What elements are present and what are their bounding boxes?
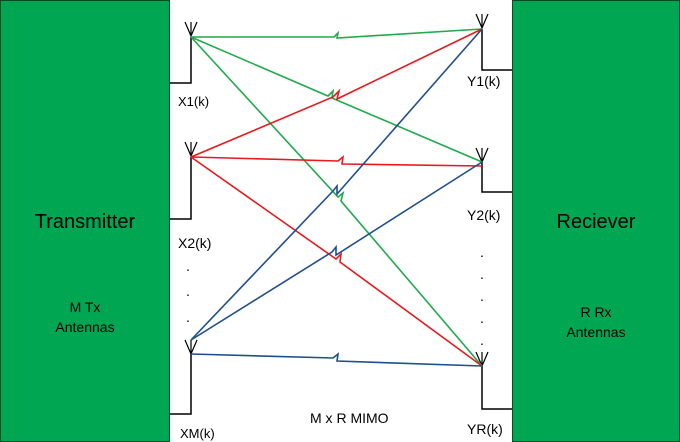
transmitter-block: Transmitter M Tx Antennas <box>0 0 170 442</box>
tx-ellipsis-dot: . <box>186 258 190 274</box>
link-xm-y1 <box>190 28 483 341</box>
tx-label-xm: XM(k) <box>180 426 215 441</box>
receiver-line2: Antennas <box>566 324 626 340</box>
transmitter-antenna-count: M Tx Antennas <box>1 297 169 337</box>
rx-label-y1: Y1(k) <box>467 73 501 89</box>
links-from-x1 <box>190 28 483 367</box>
transmitter-line1: M Tx <box>69 299 101 315</box>
transmitter-title: Transmitter <box>34 211 136 233</box>
tx-antenna-2-feed <box>170 157 192 220</box>
rx-antenna-1-feed <box>481 29 512 71</box>
receiver-block: Reciever R Rx Antennas <box>512 0 680 442</box>
tx-label-x1: X1(k) <box>178 94 210 109</box>
rx-antenna-r-feed <box>481 366 512 410</box>
tx-label-x2: X2(k) <box>178 235 212 251</box>
tx-antenna-m-feed <box>170 354 192 415</box>
transmitter-line2: Antennas <box>55 319 115 335</box>
rx-label-y2: Y2(k) <box>467 207 501 223</box>
links-from-xm <box>190 28 483 367</box>
tx-ellipsis-dot: . <box>186 283 190 299</box>
rx-label-yr: YR(k) <box>467 421 503 437</box>
rx-ellipsis-dot: . <box>480 310 484 326</box>
antenna-icon <box>184 21 198 38</box>
link-x2-y2 <box>190 155 483 167</box>
rx-ellipsis-dot: . <box>480 288 484 304</box>
link-x1-y1 <box>191 28 483 39</box>
link-xm-y2 <box>190 161 483 341</box>
receiver-line1: R Rx <box>580 304 612 320</box>
antenna-icon <box>184 141 198 158</box>
link-x1-y2 <box>190 36 483 163</box>
tx-ellipsis-dot: . <box>186 309 190 325</box>
receiver-title: Reciever <box>556 211 636 233</box>
diagram-caption: M x R MIMO <box>310 410 389 426</box>
antenna-icon <box>184 339 198 356</box>
rx-ellipsis-dot: . <box>480 332 484 348</box>
tx-antenna-1-feed <box>170 37 192 84</box>
antenna-icon <box>475 13 489 30</box>
link-x2-yr <box>190 156 483 367</box>
link-x1-yr <box>190 36 483 367</box>
link-x2-y1 <box>190 28 483 158</box>
links-from-x2 <box>190 28 483 367</box>
rx-antenna-2-feed <box>481 162 512 193</box>
rx-ellipsis-dot: . <box>480 244 484 260</box>
link-xm-yr <box>190 352 483 367</box>
receiver-antenna-count: R Rx Antennas <box>513 302 679 342</box>
rx-ellipsis-dot: . <box>480 266 484 282</box>
